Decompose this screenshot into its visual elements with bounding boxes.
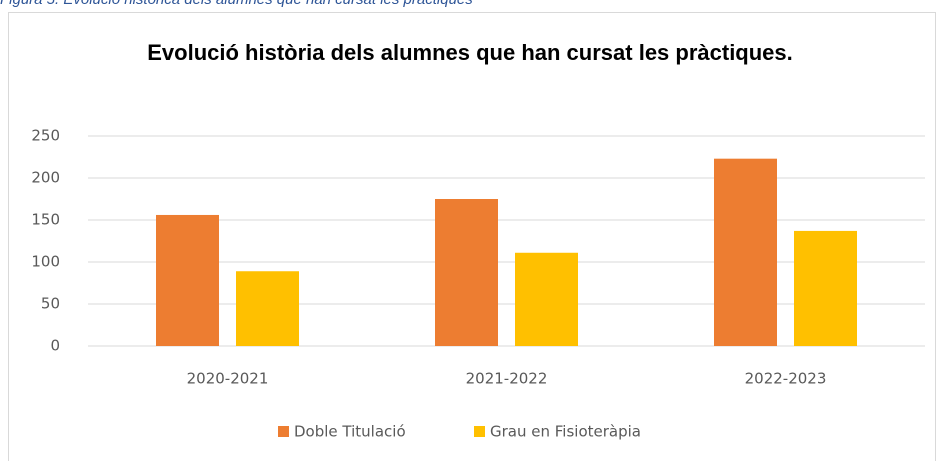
y-tick-label: 250 [31,127,60,145]
x-tick-label: 2020-2021 [187,370,269,388]
y-tick-label: 150 [31,211,60,229]
chart-title: Evolució història dels alumnes que han c… [147,40,793,65]
bar [714,158,777,346]
y-tick-label: 0 [50,337,60,355]
x-tick-label: 2022-2023 [745,370,827,388]
x-tick-label: 2021-2022 [466,370,548,388]
y-tick-label: 100 [31,253,60,271]
bar [515,252,578,346]
bar [236,271,299,346]
bar [156,214,219,346]
bar [435,199,498,346]
y-tick-label: 50 [41,295,60,313]
legend-label: Doble Titulació [294,423,406,441]
figure-caption: Figura 5. Evolució històrica dels alumne… [0,0,473,8]
legend-label: Grau en Fisioteràpia [490,423,641,441]
bar [794,230,857,346]
legend-swatch [278,426,289,437]
legend-swatch [474,426,485,437]
y-tick-label: 200 [31,169,60,187]
